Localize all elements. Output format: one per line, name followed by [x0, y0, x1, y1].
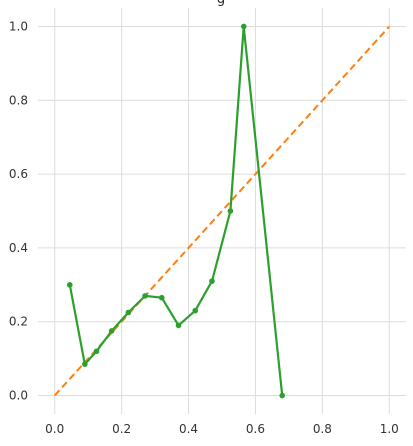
calibration-point	[82, 361, 88, 367]
calibration-point	[175, 322, 182, 329]
y-tick-label: 0.2	[9, 315, 28, 329]
calibration-point	[158, 294, 165, 301]
x-tick-label: 0.0	[45, 422, 64, 436]
y-tick-label: 0.0	[9, 389, 28, 403]
calibration-point	[240, 23, 247, 30]
calibration-point	[125, 309, 132, 316]
tick-labels: 0.0 0.2 0.4 0.6 0.8 1.0 0.0 0.2 0.4 0.6 0.8 1.0	[9, 19, 399, 436]
chart-title-fragment: g	[217, 0, 225, 7]
calibration-point	[227, 208, 234, 214]
grid-lines	[38, 8, 406, 414]
x-tick-label: 0.2	[112, 422, 131, 436]
calibration-point	[279, 392, 286, 399]
x-tick-label: 0.8	[313, 422, 332, 436]
calibration-point	[142, 293, 148, 299]
y-tick-label: 0.8	[9, 93, 28, 107]
x-tick-label: 0.4	[179, 422, 198, 436]
calibration-point	[66, 282, 73, 288]
x-tick-label: 0.6	[246, 422, 265, 436]
calibration-point	[93, 348, 100, 355]
y-tick-label: 0.4	[9, 241, 28, 255]
x-tick-label: 1.0	[380, 422, 399, 436]
calibration-point	[192, 307, 199, 314]
calibration-point	[209, 278, 215, 284]
y-tick-label: 1.0	[9, 19, 28, 33]
y-tick-label: 0.6	[9, 167, 28, 181]
series-lines	[53, 23, 391, 399]
calibration-point	[108, 328, 115, 334]
